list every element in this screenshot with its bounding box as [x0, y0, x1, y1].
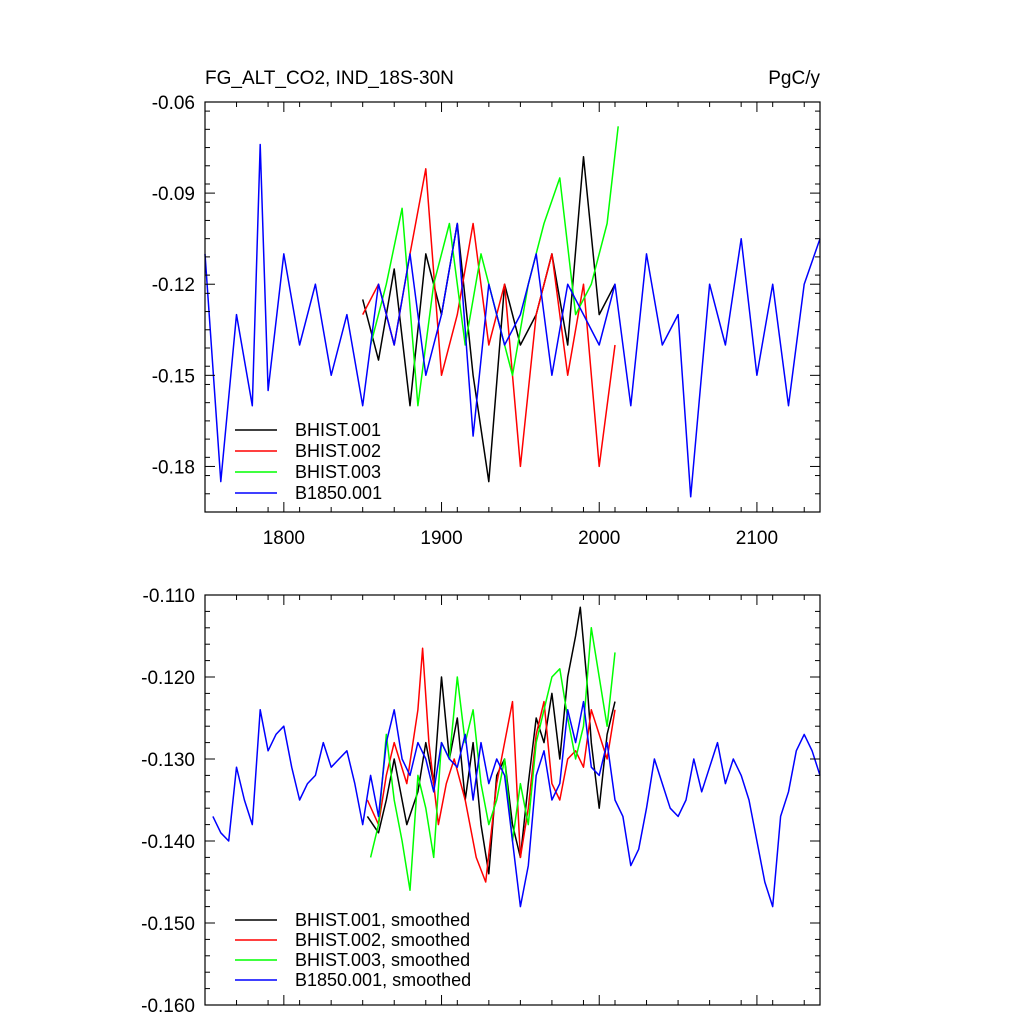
top-y-tick-label: -0.12 [152, 275, 195, 296]
top-y-tick-label: -0.15 [152, 366, 195, 387]
bottom-series-group [212, 606, 821, 908]
bottom-y-tick-label: -0.140 [141, 832, 195, 853]
bottom-legend-label: BHIST.003, smoothed [295, 950, 470, 970]
bottom-y-tick-label: -0.160 [141, 996, 195, 1017]
top-x-tick-label: 1800 [263, 528, 305, 549]
top-y-tick-label: -0.18 [152, 457, 195, 478]
bottom-legend-label: B1850.001, smoothed [295, 970, 471, 990]
top-tick-group: 1800 1900 2000 2100 -0.18 -0.15 -0.12 -0.09 -0.0… [152, 93, 820, 549]
bottom-legend-label: BHIST.002, smoothed [295, 930, 470, 950]
bottom-panel: -0.160 -0.150 -0.140 -0.130 -0.120 -0.110 BHI… [141, 586, 821, 1017]
bottom-series-line-3 [369, 627, 616, 891]
top-series-group [204, 126, 821, 498]
bottom-tick-group: -0.160 -0.150 -0.140 -0.130 -0.120 -0.110 [141, 586, 820, 1017]
bottom-plot-frame [204, 594, 821, 1006]
top-series-line-1 [361, 155, 616, 483]
top-legend-label: BHIST.001 [295, 420, 381, 440]
top-plot-frame [204, 101, 821, 513]
bottom-y-tick-label: -0.120 [141, 668, 195, 689]
top-y-tick-label: -0.09 [152, 184, 195, 205]
bottom-y-tick-label: -0.130 [141, 750, 195, 771]
top-series-line-4 [204, 143, 821, 498]
bottom-y-tick-label: -0.150 [141, 914, 195, 935]
top-x-tick-label: 2000 [578, 528, 620, 549]
top-y-tick-label: -0.06 [152, 93, 195, 114]
top-legend-label: BHIST.002 [295, 441, 381, 461]
top-legend-label: B1850.001 [295, 483, 382, 503]
top-legend-label: BHIST.003 [295, 462, 381, 482]
top-x-tick-label: 1900 [420, 528, 462, 549]
bottom-legend-label: BHIST.001, smoothed [295, 910, 470, 930]
top-x-tick-label: 2100 [736, 528, 778, 549]
top-units: PgC/y [768, 68, 820, 89]
bottom-y-tick-label: -0.110 [143, 586, 195, 607]
bottom-series-line-4 [212, 700, 821, 908]
top-panel: FG_ALT_CO2, IND_18S-30N PgC/y 1800 1900 20… [152, 68, 821, 549]
top-title: FG_ALT_CO2, IND_18S-30N [205, 68, 454, 89]
